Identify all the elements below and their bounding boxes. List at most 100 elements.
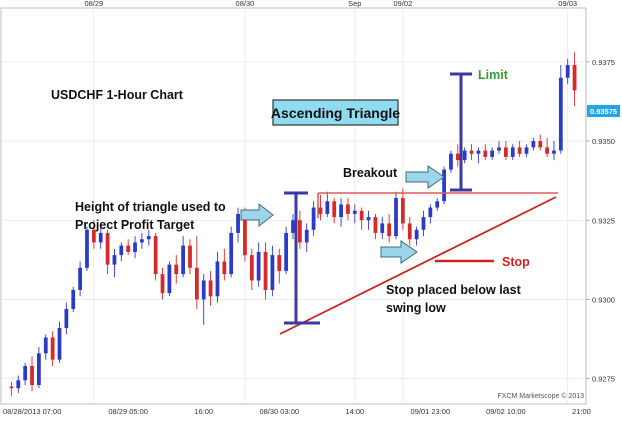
candle bbox=[449, 150, 453, 173]
triangle-height-bracket bbox=[284, 191, 320, 325]
candle bbox=[558, 65, 563, 154]
candle-body bbox=[236, 213, 240, 233]
top-tick-label: 08/29 bbox=[84, 0, 103, 8]
top-tick-label: 09/03 bbox=[558, 0, 577, 8]
top-tick-label: 08/30 bbox=[236, 0, 255, 8]
candle bbox=[256, 242, 261, 287]
candle-body bbox=[339, 204, 343, 218]
candles bbox=[9, 52, 577, 397]
candle-body bbox=[64, 308, 69, 328]
candle-body bbox=[146, 236, 151, 240]
candle-body bbox=[346, 204, 350, 214]
candle bbox=[442, 166, 446, 205]
candle-body bbox=[352, 210, 357, 214]
candle bbox=[71, 286, 76, 313]
candle-body bbox=[284, 232, 289, 271]
candle bbox=[146, 229, 151, 246]
candle bbox=[311, 201, 316, 237]
candle-body bbox=[126, 245, 131, 252]
candle bbox=[181, 236, 186, 278]
candle bbox=[9, 381, 14, 397]
candle bbox=[98, 226, 103, 249]
candle bbox=[23, 362, 28, 385]
pattern-label-box bbox=[272, 99, 399, 126]
bottom-tick-label: 14:00 bbox=[345, 407, 364, 416]
candle bbox=[387, 213, 392, 243]
candle-body bbox=[263, 251, 268, 290]
candle bbox=[43, 334, 48, 360]
stop-note-line1: Stop placed below last bbox=[386, 283, 522, 297]
candle bbox=[469, 144, 474, 161]
candle bbox=[421, 210, 426, 237]
bottom-tick-label: 09/01 23:00 bbox=[411, 407, 451, 416]
candle bbox=[531, 137, 536, 151]
candle-body bbox=[373, 217, 378, 233]
candle-body bbox=[215, 261, 220, 297]
candle-body bbox=[188, 245, 192, 268]
candle bbox=[552, 141, 556, 161]
y-tick-label: 0.9375 bbox=[592, 58, 615, 67]
candle bbox=[277, 248, 282, 284]
candle bbox=[407, 217, 412, 246]
bottom-time-axis: 08/28/2013 07:00 08/29 05:00 16:00 08/30 03… bbox=[3, 407, 591, 416]
candle bbox=[538, 134, 543, 151]
candle bbox=[188, 239, 192, 275]
candle-body bbox=[229, 232, 234, 275]
support-trendline bbox=[279, 196, 557, 335]
candle bbox=[126, 239, 131, 256]
candle bbox=[105, 229, 110, 275]
candle bbox=[208, 270, 213, 306]
candle bbox=[414, 226, 419, 246]
candle-body bbox=[112, 255, 117, 265]
candle bbox=[174, 255, 179, 284]
candle-body bbox=[291, 220, 295, 233]
candle bbox=[476, 147, 481, 164]
candle-body bbox=[91, 229, 96, 243]
candle bbox=[78, 261, 82, 297]
candle bbox=[194, 236, 199, 309]
candle bbox=[510, 144, 515, 161]
candle bbox=[153, 232, 158, 281]
candle bbox=[50, 331, 55, 366]
candle bbox=[346, 198, 350, 221]
candle bbox=[497, 141, 501, 154]
candle-body bbox=[497, 147, 501, 151]
breakout-label: Breakout bbox=[343, 166, 398, 180]
breakout-arrow-icon bbox=[405, 165, 445, 189]
candle-body bbox=[140, 239, 144, 243]
candle-body bbox=[318, 207, 323, 214]
candle-body bbox=[531, 141, 536, 148]
stop-label: Stop bbox=[502, 255, 530, 269]
chart-title: USDCHF 1-Hour Chart bbox=[51, 88, 184, 102]
candle bbox=[332, 198, 337, 224]
candle-body bbox=[119, 245, 124, 256]
candle-body bbox=[105, 232, 110, 265]
candle-body bbox=[71, 289, 76, 309]
top-time-axis: 08/29 08/30 Sep 09/02 09/03 bbox=[84, 0, 577, 8]
candle bbox=[30, 356, 34, 392]
candle bbox=[85, 226, 89, 271]
candle-body bbox=[504, 147, 508, 157]
candle bbox=[325, 191, 330, 218]
candle bbox=[270, 245, 275, 297]
candle-body bbox=[9, 386, 14, 389]
candle-body bbox=[359, 210, 364, 221]
candle-body bbox=[85, 229, 89, 268]
candle-body bbox=[572, 65, 577, 91]
candle-body bbox=[435, 201, 440, 208]
candle bbox=[455, 144, 460, 167]
current-price-label: 0.93575 bbox=[590, 107, 617, 116]
swing-low-arrow-icon bbox=[380, 240, 418, 264]
candle-body bbox=[243, 213, 247, 256]
height-note-line2: Project Profit Target bbox=[75, 218, 195, 232]
y-tick-label: 0.9325 bbox=[592, 216, 615, 225]
candle bbox=[400, 188, 405, 230]
candle bbox=[249, 248, 254, 290]
bottom-tick-label: 16:00 bbox=[194, 407, 213, 416]
bottom-tick-label: 08/30 03:00 bbox=[259, 407, 299, 416]
candle bbox=[140, 232, 144, 249]
candle bbox=[366, 210, 371, 230]
bottom-tick-label: 09/02 10:00 bbox=[486, 407, 526, 416]
candle bbox=[167, 261, 172, 297]
